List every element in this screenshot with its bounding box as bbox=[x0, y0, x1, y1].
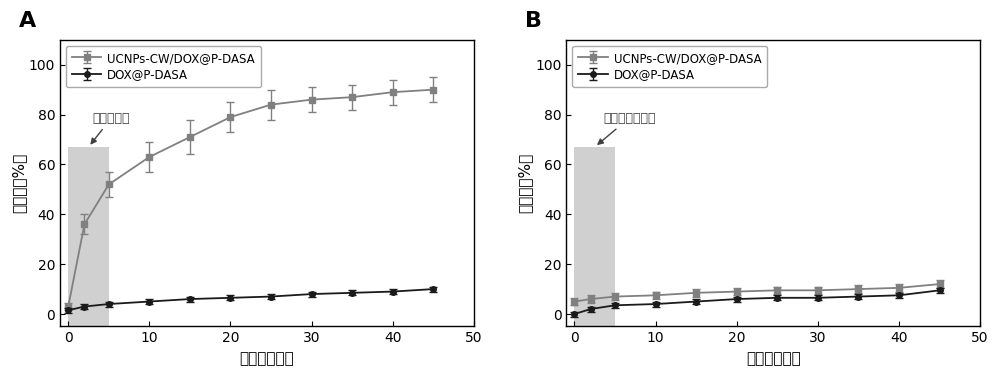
X-axis label: 时间（分钟）: 时间（分钟） bbox=[746, 351, 801, 366]
Text: A: A bbox=[19, 11, 36, 31]
Legend: UCNPs-CW/DOX@P-DASA, DOX@P-DASA: UCNPs-CW/DOX@P-DASA, DOX@P-DASA bbox=[572, 46, 767, 87]
Legend: UCNPs-CW/DOX@P-DASA, DOX@P-DASA: UCNPs-CW/DOX@P-DASA, DOX@P-DASA bbox=[66, 46, 261, 87]
Y-axis label: 释放率（%）: 释放率（%） bbox=[11, 153, 26, 213]
Text: 没有近红外光照: 没有近红外光照 bbox=[598, 112, 655, 144]
X-axis label: 时间（分钟）: 时间（分钟） bbox=[240, 351, 294, 366]
Y-axis label: 释放率（%）: 释放率（%） bbox=[517, 153, 532, 213]
Bar bbox=[68, 147, 109, 326]
Text: 近红外光照: 近红外光照 bbox=[91, 112, 130, 144]
Text: B: B bbox=[525, 11, 542, 31]
Bar bbox=[574, 147, 615, 326]
